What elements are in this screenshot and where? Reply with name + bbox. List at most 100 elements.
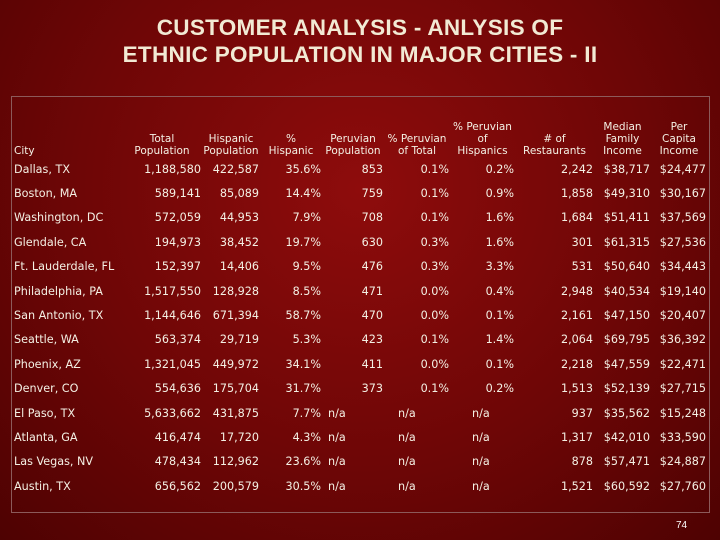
column-header-median-family-income: Median Family Income [603, 121, 642, 157]
cell-pct-hispanic: 9.5% [292, 260, 321, 274]
cell-restaurants: 1,684 [560, 211, 593, 225]
table-row: Ft. Lauderdale, FL 152,397 14,406 9.5% 476 0.… [13, 255, 707, 279]
cell-pct-peruvian-of-hispanics: 0.2% [485, 382, 514, 396]
table-row: Denver, CO 554,636 175,704 31.7% 373 0.1% 0.2%… [13, 377, 707, 401]
cell-restaurants: 2,218 [560, 357, 593, 371]
cell-pct-hispanic: 14.4% [285, 187, 321, 201]
cell-restaurants: 2,064 [560, 333, 593, 347]
cell-total-population: 656,562 [154, 479, 201, 493]
cell-pct-peruvian-of-total: 0.1% [420, 162, 449, 176]
cell-restaurants: 1,513 [560, 382, 593, 396]
cell-city: El Paso, TX [14, 406, 76, 420]
cell-per-capita-income: $30,167 [659, 187, 706, 201]
column-header-pct-peruvian-of-total: % Peruvian of Total [387, 133, 447, 157]
cell-median-family-income: $47,559 [603, 357, 650, 371]
cell-hispanic-population: 449,972 [212, 357, 259, 371]
column-header-peruvian-population: Peruvian Population [325, 133, 381, 157]
cell-hispanic-population: 671,394 [212, 309, 259, 323]
cell-total-population: 554,636 [154, 382, 201, 396]
cell-hispanic-population: 112,962 [212, 455, 259, 469]
cell-pct-peruvian-of-hispanics: 0.1% [485, 309, 514, 323]
cell-total-population: 1,144,646 [144, 309, 201, 323]
cell-city: Las Vegas, NV [14, 455, 94, 469]
cell-peruvian-population: 759 [361, 187, 383, 201]
cell-median-family-income: $57,471 [603, 455, 650, 469]
cell-total-population: 1,517,550 [144, 284, 201, 298]
cell-median-family-income: $35,562 [603, 406, 650, 420]
cell-pct-hispanic: 7.9% [292, 211, 321, 225]
cell-median-family-income: $51,411 [603, 211, 650, 225]
cell-pct-peruvian-of-total: n/a [398, 406, 416, 420]
cell-restaurants: 1,521 [560, 479, 593, 493]
table-row: Philadelphia, PA 1,517,550 128,928 8.5% 471 0… [13, 279, 707, 303]
cell-hispanic-population: 38,452 [219, 235, 259, 249]
cell-median-family-income: $69,795 [603, 333, 650, 347]
cell-pct-hispanic: 35.6% [285, 162, 321, 176]
cell-restaurants: 2,161 [560, 309, 593, 323]
table-row: San Antonio, TX 1,144,646 671,394 58.7% 470 0… [13, 303, 707, 327]
cell-total-population: 589,141 [154, 187, 201, 201]
cell-restaurants: 531 [571, 260, 593, 274]
cell-per-capita-income: $27,760 [659, 479, 706, 493]
page-number: 74 [676, 520, 688, 531]
cell-median-family-income: $52,139 [603, 382, 650, 396]
cell-city: San Antonio, TX [14, 309, 104, 323]
cell-median-family-income: $61,315 [603, 235, 650, 249]
table-frame [11, 96, 710, 513]
cell-median-family-income: $38,717 [603, 162, 650, 176]
cell-per-capita-income: $37,569 [659, 211, 706, 225]
slide-title-line-1: CUSTOMER ANALYSIS - ANLYSIS OF [156, 15, 564, 40]
cell-per-capita-income: $27,715 [659, 382, 706, 396]
cell-pct-peruvian-of-total: 0.1% [420, 333, 449, 347]
cell-peruvian-population: n/a [328, 406, 346, 420]
cell-city: Glendale, CA [14, 235, 87, 249]
table-header-row: City Total Population Hispanic Populatio… [13, 97, 707, 157]
cell-total-population: 152,397 [154, 260, 201, 274]
slide-title: CUSTOMER ANALYSIS - ANLYSIS OF ETHNIC PO… [0, 14, 720, 68]
cell-peruvian-population: 373 [361, 382, 383, 396]
cell-total-population: 563,374 [154, 333, 201, 347]
cell-city: Atlanta, GA [14, 430, 78, 444]
column-header-restaurants: # of Restaurants [523, 133, 586, 157]
cell-median-family-income: $40,534 [603, 284, 650, 298]
cell-restaurants: 1,317 [560, 430, 593, 444]
cell-median-family-income: $49,310 [603, 187, 650, 201]
cell-per-capita-income: $15,248 [659, 406, 706, 420]
cell-pct-peruvian-of-hispanics: 3.3% [485, 260, 514, 274]
cell-pct-peruvian-of-total: 0.0% [420, 357, 449, 371]
cell-restaurants: 301 [571, 235, 593, 249]
cell-total-population: 416,474 [154, 430, 201, 444]
cell-per-capita-income: $24,477 [659, 162, 706, 176]
cell-per-capita-income: $33,590 [659, 430, 706, 444]
cell-hispanic-population: 29,719 [219, 333, 259, 347]
cell-peruvian-population: n/a [328, 430, 346, 444]
table-row: Atlanta, GA 416,474 17,720 4.3% n/a n/a n/a 1,3… [13, 425, 707, 449]
cell-city: Washington, DC [14, 211, 104, 225]
table-row: Boston, MA 589,141 85,089 14.4% 759 0.1% 0.9% 1… [13, 181, 707, 205]
table-row: Dallas, TX 1,188,580 422,587 35.6% 853 0.1% 0.… [13, 157, 707, 181]
cell-pct-peruvian-of-hispanics: n/a [472, 430, 490, 444]
cell-restaurants: 2,948 [560, 284, 593, 298]
cell-city: Boston, MA [14, 187, 78, 201]
table-row: Las Vegas, NV 478,434 112,962 23.6% n/a n/a n/… [13, 450, 707, 474]
cell-pct-peruvian-of-hispanics: 1.4% [485, 333, 514, 347]
cell-peruvian-population: n/a [328, 479, 346, 493]
cell-per-capita-income: $34,443 [659, 260, 706, 274]
cell-pct-peruvian-of-total: 0.1% [420, 211, 449, 225]
cell-pct-peruvian-of-total: n/a [398, 455, 416, 469]
cell-per-capita-income: $27,536 [659, 235, 706, 249]
cell-city: Dallas, TX [14, 162, 70, 176]
cell-peruvian-population: n/a [328, 455, 346, 469]
cell-median-family-income: $42,010 [603, 430, 650, 444]
slide-title-line-2: ETHNIC POPULATION IN MAJOR CITIES - II [122, 42, 598, 67]
cell-median-family-income: $60,592 [603, 479, 650, 493]
cell-per-capita-income: $22,471 [659, 357, 706, 371]
cell-total-population: 1,321,045 [144, 357, 201, 371]
cell-pct-peruvian-of-hispanics: 0.9% [485, 187, 514, 201]
cell-peruvian-population: 470 [361, 309, 383, 323]
table-row: Seattle, WA 563,374 29,719 5.3% 423 0.1% 1.4% 2… [13, 328, 707, 352]
cell-pct-hispanic: 8.5% [292, 284, 321, 298]
cell-pct-peruvian-of-total: 0.0% [420, 284, 449, 298]
cell-pct-peruvian-of-total: n/a [398, 479, 416, 493]
cell-restaurants: 1,858 [560, 187, 593, 201]
